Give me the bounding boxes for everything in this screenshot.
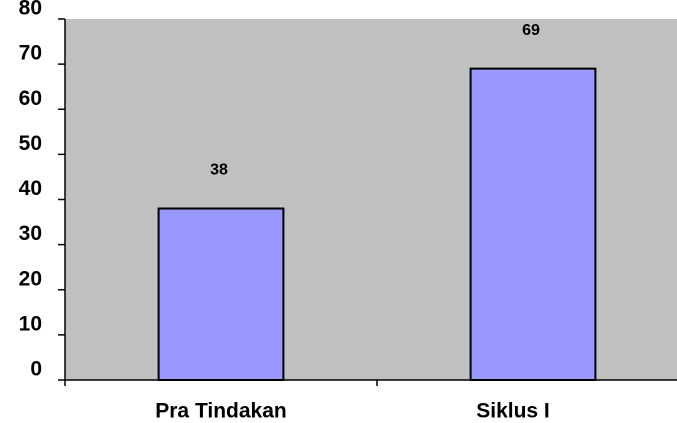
y-tick-label: 0 <box>30 358 42 381</box>
y-tick-label: 20 <box>19 267 42 290</box>
x-tick-label: Pra Tindakan <box>155 400 287 423</box>
bar <box>469 67 597 381</box>
y-tick-label: 10 <box>19 312 42 335</box>
data-label: 38 <box>210 162 228 179</box>
y-tick-label: 70 <box>19 42 42 65</box>
y-tick-label: 80 <box>19 0 42 20</box>
y-tick-label: 60 <box>19 87 42 110</box>
data-label: 69 <box>522 22 540 39</box>
y-tick-label: 50 <box>19 132 42 155</box>
bar <box>157 207 285 381</box>
x-tick-label: Siklus I <box>476 400 550 423</box>
y-tick-label: 30 <box>19 222 42 245</box>
y-tick-label: 40 <box>19 177 42 200</box>
